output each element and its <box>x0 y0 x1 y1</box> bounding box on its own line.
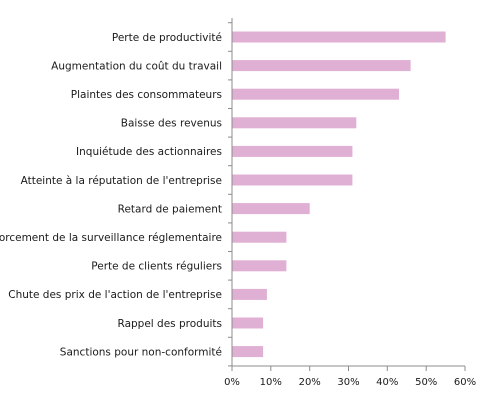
x-tick-label-4: 40% <box>376 377 398 388</box>
category-label-10: Rappel des produits <box>118 318 222 330</box>
category-label-9: Chute des prix de l'action de l'entrepri… <box>8 289 222 301</box>
bars-group <box>232 31 446 358</box>
bar-2 <box>232 88 399 100</box>
x-tick-label-0: 0% <box>224 377 240 388</box>
x-tick-label-2: 20% <box>299 377 321 388</box>
x-tick-label-3: 30% <box>337 377 359 388</box>
category-label-7: Renforcement de la surveillance réglemen… <box>0 232 222 244</box>
category-label-5: Atteinte à la réputation de l'entreprise <box>21 175 222 187</box>
x-tick-label-6: 60% <box>454 377 476 388</box>
bar-3 <box>232 117 357 129</box>
bar-11 <box>232 346 264 358</box>
category-label-8: Perte de clients réguliers <box>91 261 222 273</box>
bar-1 <box>232 60 411 72</box>
bar-4 <box>232 145 353 157</box>
bar-9 <box>232 288 267 300</box>
x-tick-label-5: 50% <box>415 377 437 388</box>
category-label-0: Perte de productivité <box>112 32 222 44</box>
category-label-4: Inquiétude des actionnaires <box>76 146 222 158</box>
x-ticks: 0% 10% 20% 30% 40% 50% 60% <box>224 366 476 388</box>
bar-10 <box>232 317 264 329</box>
category-labels: Perte de productivité Augmentation du coû… <box>0 32 222 359</box>
category-label-2: Plaintes des consommateurs <box>71 89 222 101</box>
bar-0 <box>232 31 446 43</box>
bar-5 <box>232 174 353 186</box>
category-label-1: Augmentation du coût du travail <box>51 60 222 72</box>
bar-6 <box>232 203 310 215</box>
bar-7 <box>232 231 287 243</box>
x-tick-label-1: 10% <box>260 377 282 388</box>
bar-8 <box>232 260 287 272</box>
category-label-11: Sanctions pour non-conformité <box>60 346 222 358</box>
category-label-6: Retard de paiement <box>118 203 222 215</box>
category-label-3: Baisse des revenus <box>121 118 222 130</box>
